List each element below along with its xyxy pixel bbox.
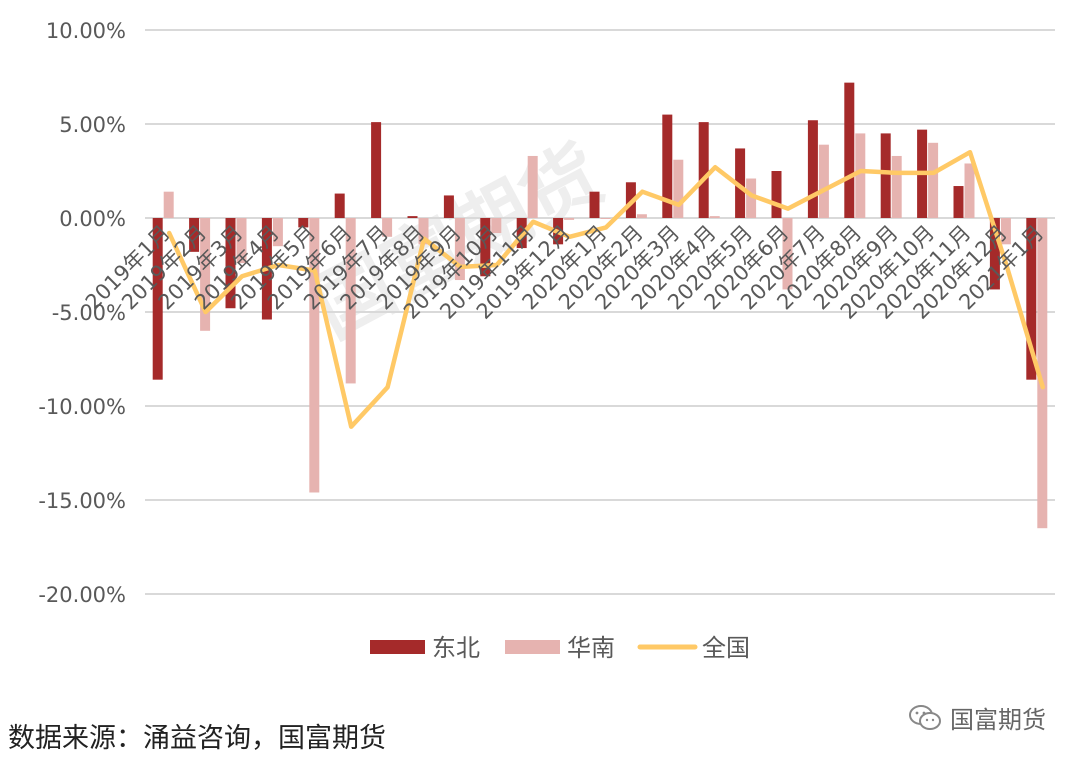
bar-华南 <box>527 155 538 218</box>
bar-东北 <box>698 122 709 218</box>
y-tick-label: 5.00% <box>59 113 126 137</box>
bar-华南 <box>309 218 320 493</box>
bar-华南 <box>855 133 866 218</box>
bar-华南 <box>418 218 429 245</box>
bar-东北 <box>589 191 600 218</box>
legend-label: 华南 <box>567 634 615 662</box>
bar-东北 <box>735 148 746 218</box>
bar-东北 <box>371 122 382 218</box>
bar-华南 <box>636 214 647 218</box>
legend-swatch <box>505 640 560 654</box>
bar-东北 <box>334 193 345 218</box>
line-series <box>166 149 1046 429</box>
bar-东北 <box>880 133 891 218</box>
bar-东北 <box>407 216 418 218</box>
bar-东北 <box>298 218 309 228</box>
legend-label: 全国 <box>702 634 750 662</box>
bar-华南 <box>673 159 684 218</box>
bar-东北 <box>225 218 236 309</box>
y-tick-label: -5.00% <box>52 301 126 325</box>
bar-东北 <box>443 195 454 218</box>
brand-label: 国富期货 <box>950 706 1046 734</box>
gridlines <box>145 29 1055 595</box>
bar-东北 <box>1026 218 1037 380</box>
y-tick-label: 10.00% <box>46 19 126 43</box>
bar-东北 <box>480 218 491 277</box>
bar-华南 <box>382 218 393 237</box>
bar-华南 <box>782 218 793 290</box>
bar-东北 <box>989 218 1000 290</box>
bar-华南 <box>600 218 611 219</box>
bar-华南 <box>1037 218 1048 529</box>
bar-东北 <box>152 218 163 380</box>
bar-华南 <box>1000 218 1011 245</box>
bar-华南 <box>709 216 720 218</box>
y-tick-label: -10.00% <box>38 395 126 419</box>
bar-东北 <box>189 218 200 252</box>
bar-华南 <box>928 142 939 218</box>
y-tick-label: 0.00% <box>59 207 126 231</box>
bar-华南 <box>891 155 902 218</box>
x-axis-ticks: 2019年1月2019年2月2019年3月2019年4月2019年5月2019年… <box>81 221 1049 324</box>
bar-华南 <box>200 218 211 331</box>
brand-badge: 国富期货 <box>908 700 1046 735</box>
wechat-icon <box>909 704 941 730</box>
bar-东北 <box>662 114 673 218</box>
bar-华南 <box>746 178 757 218</box>
legend: 东北 华南 全国 <box>370 634 750 662</box>
bar-东北 <box>771 171 782 218</box>
bar-东北 <box>953 186 964 218</box>
bar-华南 <box>163 191 174 218</box>
chart: 国富期货 10.00%5.00%0.00%-5.00%-10.00%-15.00… <box>38 19 1055 662</box>
bar-华南 <box>818 144 829 218</box>
bar-华南 <box>491 218 502 234</box>
bar-华南 <box>272 218 283 247</box>
y-tick-label: -20.00% <box>38 583 126 607</box>
bar-东北 <box>844 82 855 218</box>
bar-华南 <box>964 163 975 218</box>
source-note: 数据来源：涌益咨询，国富期货 <box>8 723 386 754</box>
bar-华南 <box>454 218 465 281</box>
legend-label: 东北 <box>432 634 480 662</box>
bar-华南 <box>564 218 575 220</box>
bar-华南 <box>345 218 356 384</box>
bar-华南 <box>236 218 247 264</box>
y-axis-ticks: 10.00% 5.00% 0.00% -5.00% -10.00% -15.00% -20.… <box>38 19 126 607</box>
y-tick-label: -15.00% <box>38 489 126 513</box>
bar-东北 <box>807 120 818 218</box>
legend-swatch <box>370 640 425 654</box>
